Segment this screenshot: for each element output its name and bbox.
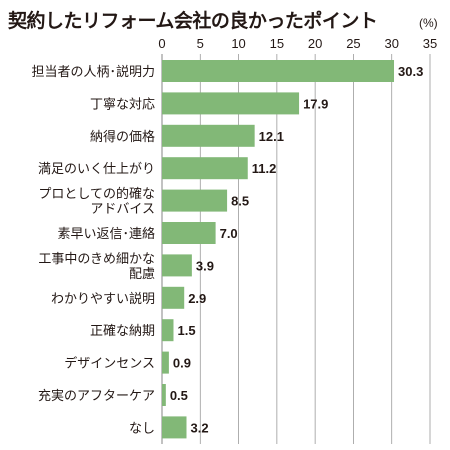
bar — [162, 60, 395, 82]
value-label: 3.2 — [191, 420, 209, 435]
value-label: 0.5 — [170, 388, 188, 403]
x-tick-label: 25 — [346, 36, 360, 51]
category-label: デザインセンス — [64, 356, 155, 372]
value-label: 17.9 — [303, 96, 328, 111]
x-tick-label: 35 — [423, 36, 437, 51]
bar — [162, 254, 192, 277]
unit-label: (%) — [419, 16, 438, 30]
value-label: 2.9 — [188, 291, 206, 306]
bar — [162, 157, 248, 180]
bar — [162, 416, 187, 439]
category-label: 正確な納期 — [90, 323, 155, 339]
category-label: 素早い返信･連絡 — [57, 226, 155, 242]
bars — [162, 60, 395, 439]
value-label: 8.5 — [231, 194, 249, 209]
bar — [162, 384, 166, 406]
category-label: 工事中のきめ細かな配慮 — [38, 252, 155, 282]
x-tick-label: 5 — [197, 36, 204, 51]
chart-title: 契約したリフォーム会社の良かったポイント — [8, 10, 378, 32]
x-tick-label: 0 — [158, 36, 165, 51]
value-labels: 30.3 17.9 12.1 11.2 8.5 7.0 3.9 2.9 1.5 0.9 0.5 3.2 — [170, 64, 423, 435]
bar — [162, 92, 300, 115]
category-labels: 担当者の人柄･説明力丁寧な対応納得の価格満足のいく仕上がりプロとしての的確なアド… — [31, 64, 155, 436]
x-tick-label: 20 — [308, 36, 322, 51]
bar — [162, 319, 174, 342]
category-label: 担当者の人柄･説明力 — [31, 64, 155, 80]
category-label: 満足のいく仕上がり — [38, 162, 155, 177]
category-label: なし — [129, 421, 155, 436]
bar — [162, 351, 169, 374]
value-label: 3.9 — [196, 258, 214, 273]
category-label: 充実のアフターケア — [38, 388, 155, 404]
bar — [162, 222, 216, 244]
value-label: 0.9 — [173, 356, 191, 371]
bar — [162, 124, 255, 147]
category-label: わかりやすい説明 — [51, 291, 155, 307]
value-label: 11.2 — [252, 161, 277, 176]
value-label: 12.1 — [259, 129, 284, 144]
bar — [162, 189, 228, 212]
gridlines — [161, 54, 431, 444]
value-label: 30.3 — [398, 64, 423, 79]
x-axis-ticks: 0 5 10 15 20 25 30 35 — [158, 36, 437, 51]
category-label: 納得の価格 — [90, 129, 155, 145]
value-label: 1.5 — [177, 323, 195, 338]
bar — [162, 286, 185, 309]
x-tick-label: 10 — [231, 36, 245, 51]
category-label: 丁寧な対応 — [90, 96, 155, 112]
value-label: 7.0 — [220, 226, 238, 241]
x-tick-label: 15 — [270, 36, 284, 51]
x-tick-label: 30 — [384, 36, 398, 51]
category-label: プロとしての的確なアドバイス — [38, 186, 155, 217]
